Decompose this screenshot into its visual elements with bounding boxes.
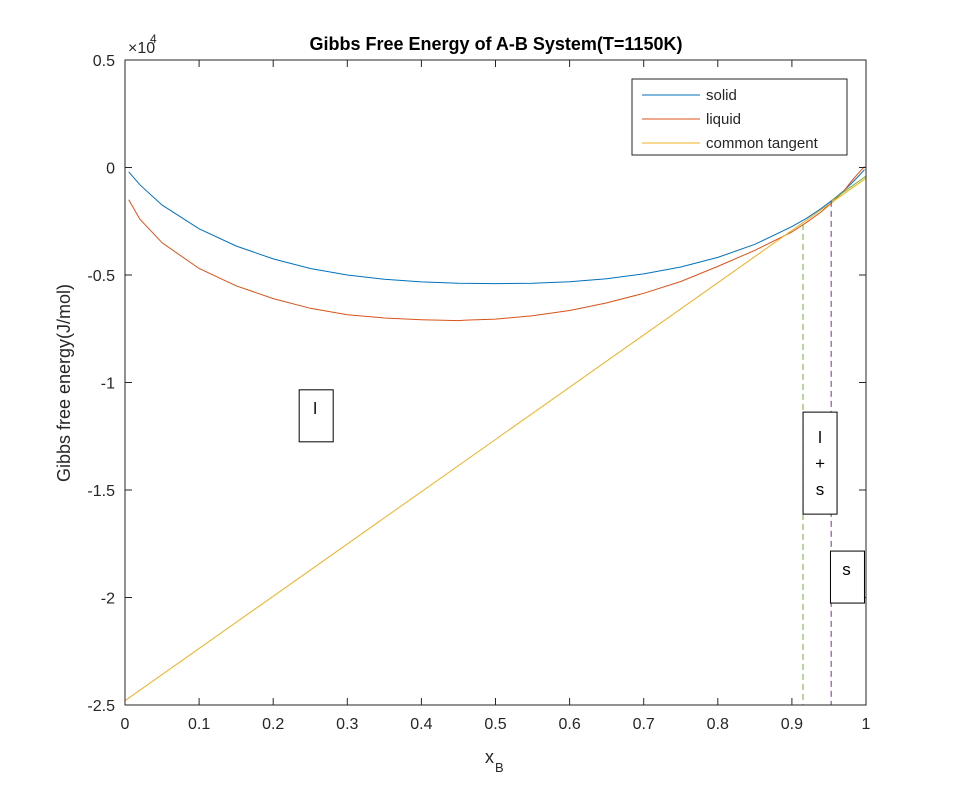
region-label-frame (298, 389, 334, 443)
region-label-text: s (842, 560, 851, 579)
y-tick-label: 0.5 (93, 53, 115, 70)
y-tick-label: -2 (101, 591, 115, 608)
y-tick-label: -2.5 (87, 698, 115, 715)
region-label-box: s (829, 550, 865, 604)
region-label-text: l (818, 428, 822, 447)
x-tick-label: 0.4 (410, 716, 432, 733)
region-label-text: s (816, 480, 825, 499)
legend-box (631, 78, 848, 156)
plot-background (125, 60, 866, 705)
x-tick-label: 0.6 (558, 716, 580, 733)
legend: solid liquid common tangent (631, 78, 848, 156)
y-tick-label: -0.5 (87, 268, 115, 285)
x-tick-label: 0.7 (633, 716, 655, 733)
y-exponent-power: 4 (150, 32, 157, 46)
y-exponent-label: ×10 4 (128, 32, 157, 57)
x-tick-label: 0.8 (707, 716, 729, 733)
x-ticks: 0 0.1 0.2 0.3 0.4 0.5 0.6 0.7 0.8 0.9 1 (121, 60, 871, 733)
region-label-box: l (298, 389, 334, 443)
x-axis-label-subscript: B (495, 760, 504, 775)
x-axis-label-main: x (485, 747, 494, 767)
region-label-text: l (313, 399, 317, 418)
region-annotations: l l + s s (298, 389, 865, 604)
x-tick-label: 0.5 (484, 716, 506, 733)
region-label-frame (829, 550, 865, 604)
x-tick-label: 0 (121, 716, 130, 733)
legend-entry: solid (706, 87, 737, 104)
y-tick-label: -1 (101, 376, 115, 393)
y-tick-label: -1.5 (87, 483, 115, 500)
x-tick-label: 0.2 (262, 716, 284, 733)
series-line-common-tangent (124, 177, 867, 702)
region-label-frame (802, 411, 838, 515)
region-label-text: + (815, 454, 825, 473)
x-axis-label: x B (485, 747, 504, 775)
legend-entry: common tangent (706, 135, 819, 152)
legend-entry: liquid (706, 111, 741, 128)
y-axis-label: Gibbs free energy(J/mol) (54, 284, 74, 482)
y-tick-label: 0 (106, 161, 115, 178)
x-tick-label: 0.9 (781, 716, 803, 733)
x-tick-label: 1 (862, 716, 871, 733)
plot-area (124, 59, 867, 706)
series-line-solid (128, 169, 865, 285)
region-label-box: l + s (802, 411, 838, 515)
x-tick-label: 0.1 (188, 716, 210, 733)
chart-title: Gibbs Free Energy of A-B System(T=1150K) (310, 34, 683, 54)
y-exponent-base: ×10 (128, 40, 155, 57)
y-ticks: 0.5 0 -0.5 -1 -1.5 -2 -2.5 (87, 53, 866, 715)
x-tick-label: 0.3 (336, 716, 358, 733)
extra-segment-0 (830, 175, 867, 202)
series-line-liquid (128, 166, 865, 322)
